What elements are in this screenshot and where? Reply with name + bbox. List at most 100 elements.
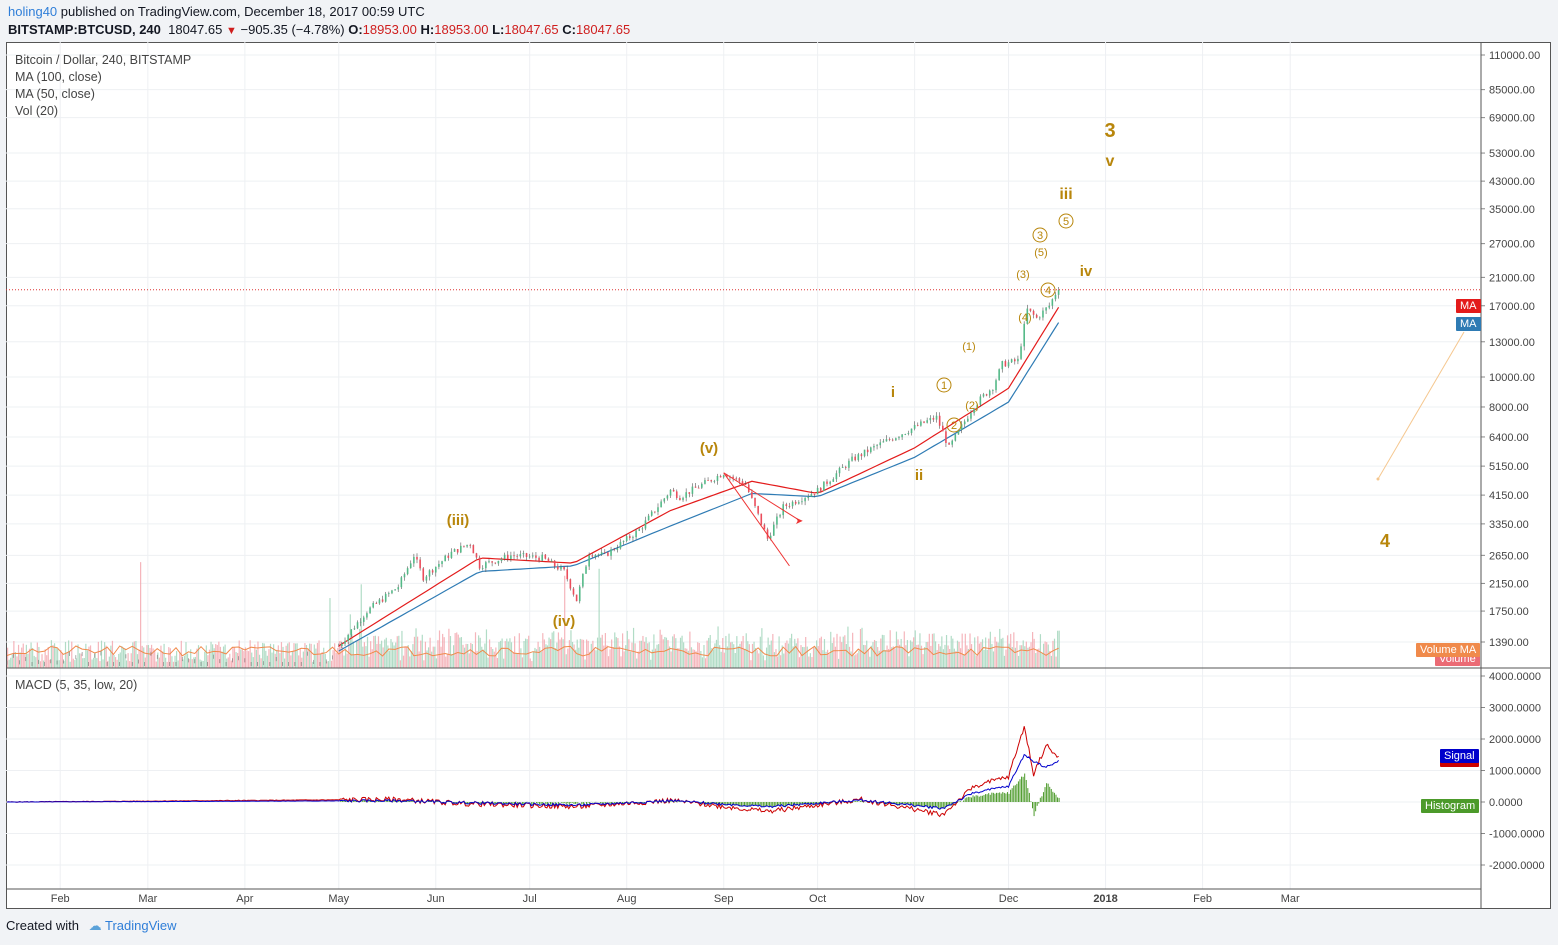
legend-vol[interactable]: Vol (20) — [15, 104, 59, 118]
volume-bar — [845, 644, 847, 668]
candle-body — [675, 491, 678, 499]
volume-bar — [554, 648, 556, 668]
volume-bar — [291, 651, 294, 668]
volume-bar — [390, 639, 392, 668]
histogram-bar — [999, 792, 1001, 802]
volume-bar — [351, 634, 353, 668]
wave-label: v — [1106, 153, 1115, 170]
volume-bar — [515, 653, 517, 668]
volume-bar — [945, 635, 948, 668]
volume-bar — [872, 642, 874, 668]
volume-bar — [809, 653, 811, 668]
histogram-bar — [786, 802, 788, 806]
volume-bar — [589, 651, 591, 668]
candle-body — [829, 481, 831, 484]
histogram-bar — [581, 802, 583, 805]
volume-bar — [514, 636, 516, 668]
volume-bar — [1017, 655, 1020, 668]
histogram-bar — [856, 801, 858, 802]
volume-bar — [966, 645, 968, 668]
candle-body — [970, 413, 972, 419]
chart-frame[interactable]: ➤ 110000.00 85000.00 69000.00 53000.00 43000… — [6, 42, 1551, 909]
candle-body — [510, 555, 512, 559]
histogram-bar — [897, 802, 899, 806]
legend-ma100[interactable]: MA (100, close) — [15, 70, 102, 84]
volume-bar — [329, 598, 331, 668]
histogram-bar — [603, 802, 605, 803]
volume-bar — [406, 646, 408, 668]
histogram-bar — [493, 802, 495, 805]
candle-body — [979, 396, 982, 405]
volume-bar — [939, 646, 941, 668]
volume-bar — [17, 644, 20, 668]
volume-bar — [913, 637, 915, 668]
histogram-bar — [557, 802, 559, 805]
volume-bar — [734, 652, 736, 668]
histogram-bar — [805, 802, 807, 804]
volume-bar — [418, 651, 420, 668]
macd-legend[interactable]: MACD (5, 35, low, 20) — [15, 678, 138, 692]
volume-bar — [448, 628, 450, 668]
legend-ma50[interactable]: MA (50, close) — [15, 87, 95, 101]
volume-bar — [226, 658, 228, 668]
volume-bar — [155, 661, 157, 668]
candle-body — [929, 417, 932, 421]
candle-body — [641, 528, 644, 530]
volume-bar — [595, 650, 597, 668]
volume-bar — [445, 656, 447, 668]
volume-bar — [376, 643, 378, 668]
volume-bar — [108, 656, 110, 668]
candle-body — [478, 557, 481, 569]
candle-body — [553, 560, 556, 567]
candle-body — [1032, 310, 1035, 315]
volume-bar — [531, 661, 533, 668]
username-link[interactable]: holing40 — [8, 4, 58, 19]
volume-bar — [470, 642, 472, 668]
candle-body — [463, 545, 465, 547]
volume-bar — [190, 649, 192, 668]
histogram-bar — [407, 800, 409, 802]
volume-bar — [1010, 633, 1012, 668]
candle-body — [785, 504, 788, 507]
volume-bar — [144, 657, 146, 668]
histogram-bar — [562, 802, 564, 804]
candle-body — [1057, 290, 1060, 295]
histogram-bar — [808, 802, 810, 804]
candle-body — [776, 516, 778, 525]
candle-body — [769, 535, 772, 539]
histogram-bar — [1008, 793, 1010, 802]
volume-bar — [676, 648, 678, 668]
volume-bar — [385, 637, 387, 668]
volume-bar — [996, 641, 998, 668]
candle-body — [1017, 358, 1019, 362]
volume-bar — [683, 642, 685, 668]
volume-bar — [565, 654, 567, 668]
histogram-bar — [363, 799, 365, 802]
volume-bar — [360, 584, 362, 668]
candle-body — [938, 415, 941, 426]
volume-bar — [485, 629, 488, 668]
high-label: H: — [420, 22, 435, 37]
volume-bar — [330, 660, 333, 668]
candle-body — [344, 641, 346, 644]
volume-bar — [193, 657, 195, 668]
volume-bar — [787, 643, 790, 668]
histogram-bar — [775, 802, 777, 807]
chart-canvas[interactable]: ➤ 110000.0085000.0069000.0053000.0043000… — [6, 42, 1551, 909]
volume-bar — [492, 648, 494, 668]
histogram-bar — [750, 802, 752, 807]
volume-bar — [858, 650, 860, 668]
volume-bar — [127, 653, 129, 668]
volume-bar — [867, 650, 869, 668]
histogram-bar — [941, 802, 943, 809]
volume-bar — [240, 649, 242, 668]
tradingview-link[interactable]: ☁ TradingView — [89, 918, 177, 933]
volume-bar — [46, 655, 48, 668]
histogram-bar — [938, 802, 940, 809]
volume-bar — [14, 652, 17, 668]
volume-bar — [520, 648, 522, 668]
candle-body — [347, 634, 349, 642]
volume-bar — [218, 641, 220, 668]
volume-bar — [1030, 642, 1032, 668]
volume-bar — [210, 641, 212, 668]
